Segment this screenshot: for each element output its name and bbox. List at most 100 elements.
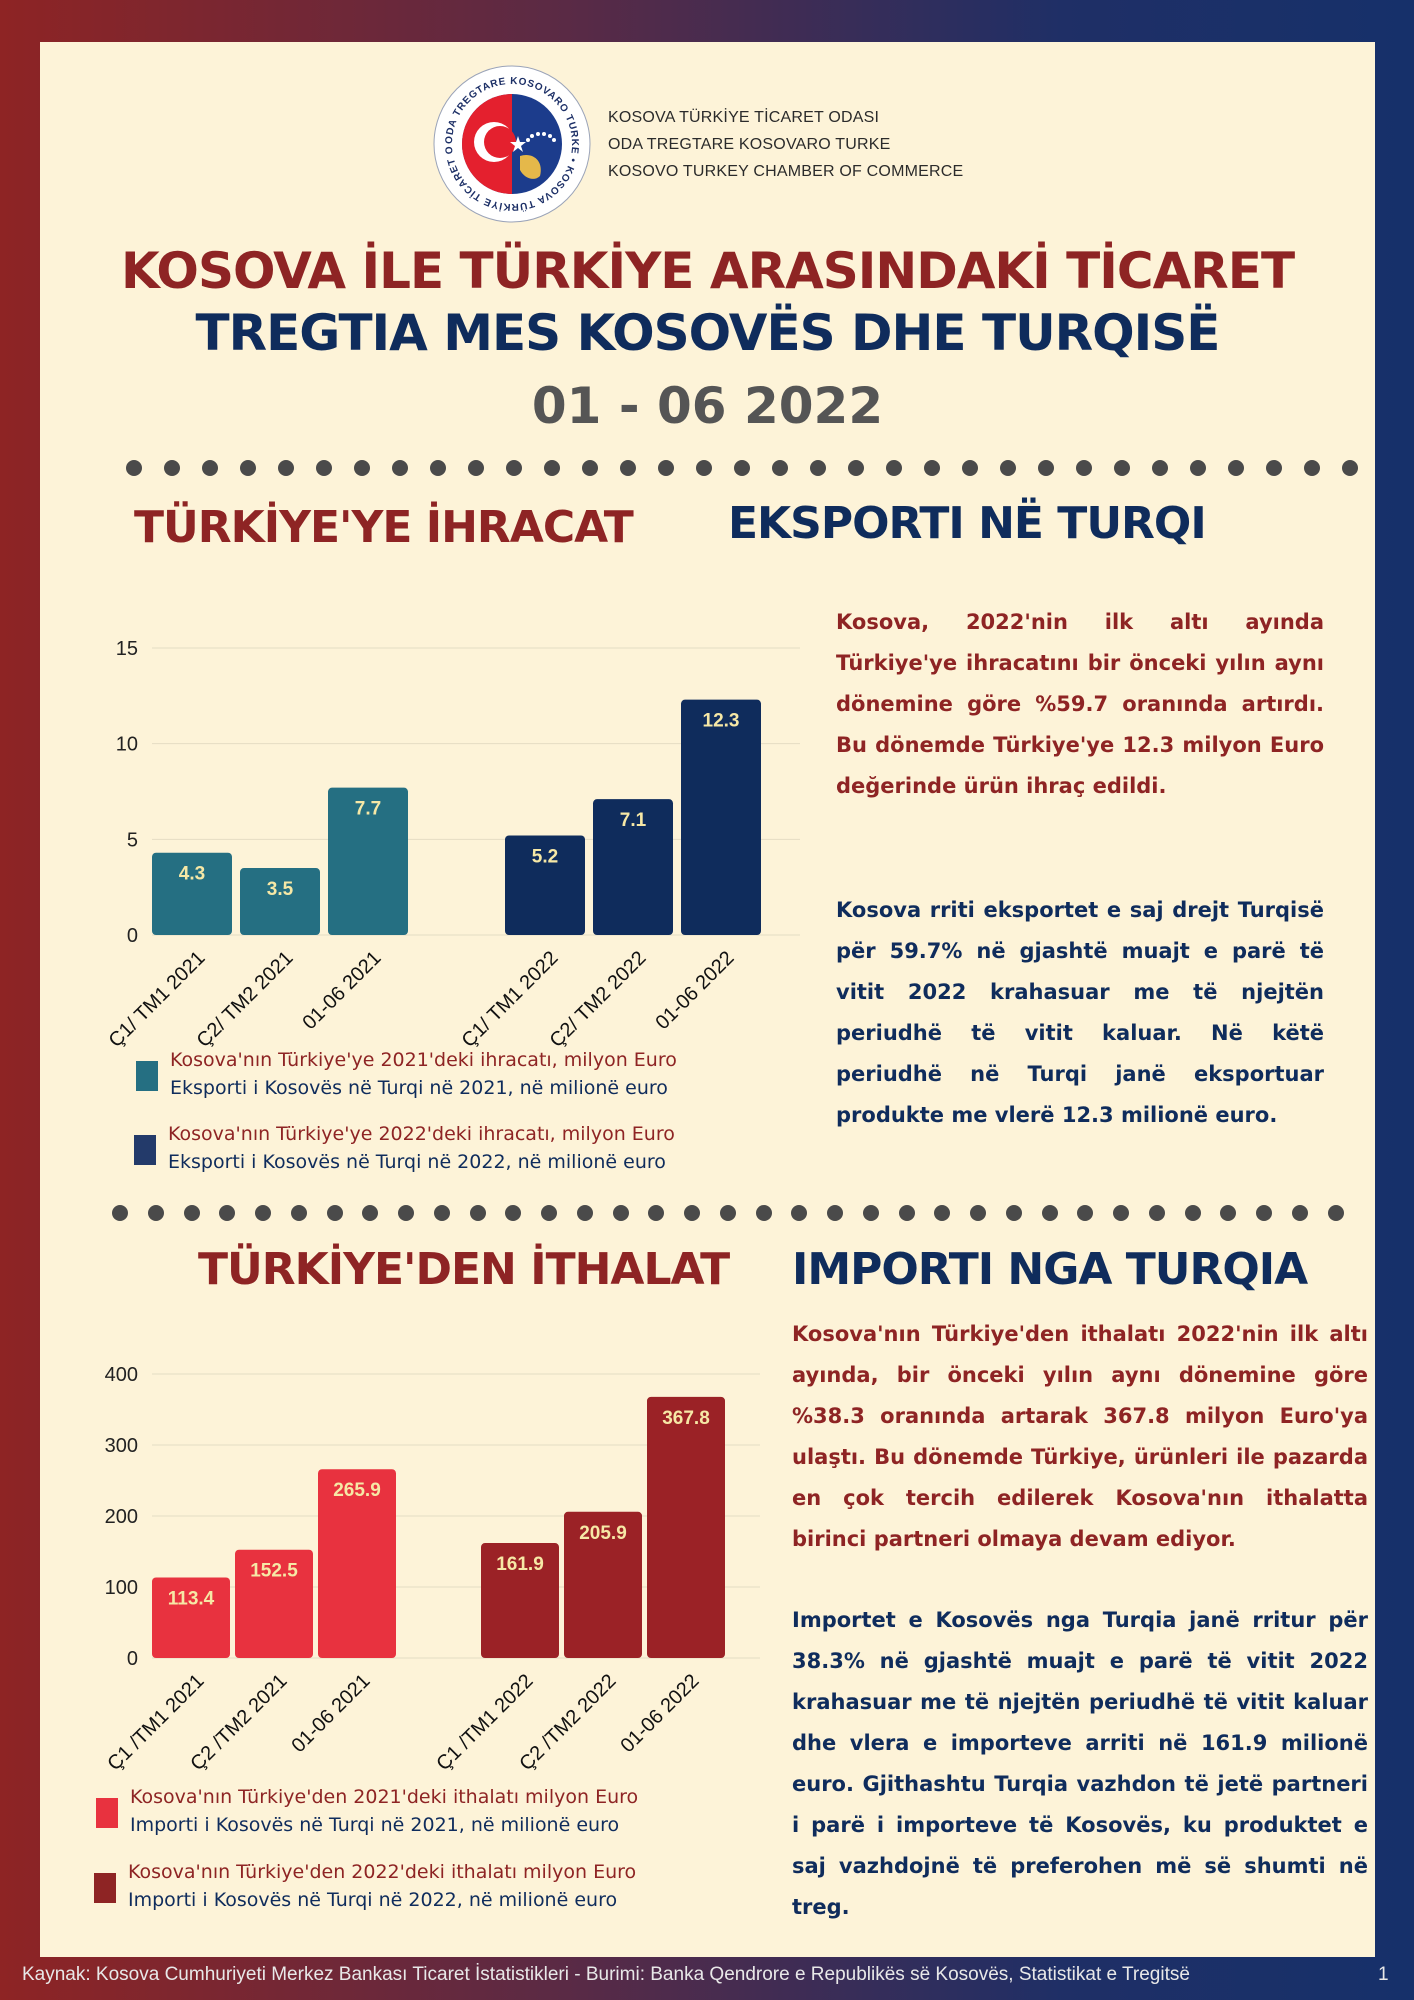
divider-dot — [1077, 1205, 1094, 1221]
divider-dot — [1000, 460, 1016, 476]
divider-dot — [316, 460, 332, 476]
divider-dot — [1266, 460, 1282, 476]
legend-label-tr: Kosova'nın Türkiye'den 2022'deki ithalat… — [128, 1861, 637, 1883]
bar — [235, 1549, 313, 1658]
footer-source: Kaynak: Kosova Cumhuriyeti Merkez Bankas… — [0, 1960, 1414, 2000]
divider-dot — [848, 460, 864, 476]
divider-dot — [582, 460, 598, 476]
divider-dot — [648, 1205, 665, 1221]
org-name-en: KOSOVO TURKEY CHAMBER OF COMMERCE — [608, 163, 964, 180]
bar-value-label: 367.8 — [662, 1408, 710, 1429]
legend-swatch-export-2022 — [134, 1135, 156, 1165]
divider-dot — [1228, 460, 1244, 476]
import-title-tr: TÜRKİYE'DEN İTHALAT — [198, 1244, 730, 1295]
divider-dot — [1304, 460, 1320, 476]
legend-swatch-import-2022 — [94, 1873, 116, 1903]
divider-dot — [544, 460, 560, 476]
period-label: 01 - 06 2022 — [531, 377, 884, 435]
divider-dot — [164, 460, 180, 476]
y-tick-label: 200 — [105, 1506, 138, 1528]
bar-value-label: 12.3 — [703, 711, 740, 732]
y-tick-label: 0 — [127, 925, 138, 947]
divider-dot — [1256, 1205, 1272, 1221]
y-tick-label: 15 — [116, 638, 138, 660]
y-tick-label: 5 — [127, 829, 138, 851]
divider-dot — [541, 1205, 557, 1221]
bar-value-label: 113.4 — [168, 1588, 215, 1609]
bar — [564, 1511, 642, 1658]
export-legend-2022: Kosova'nın Türkiye'ye 2022'deki ihracatı… — [134, 1121, 694, 1181]
divider-dot — [1005, 1205, 1022, 1221]
divider-dot — [612, 1205, 629, 1221]
import-text-tr: Kosova'nın Türkiye'den ithalatı 2022'nin… — [792, 1322, 1368, 1551]
divider-dot — [1038, 460, 1054, 476]
divider-dot — [147, 1205, 164, 1221]
divider-dot — [112, 1205, 128, 1221]
bar-value-label: 4.3 — [179, 864, 205, 885]
legend-label-sq: Importi i Kosovës në Turqi në 2022, në m… — [128, 1889, 618, 1911]
org-name-block: KOSOVA TÜRKİYE TİCARET ODASI ODA TREGTAR… — [608, 104, 963, 185]
export-text-sq: Kosova rriti eksportet e saj drejt Turqi… — [836, 898, 1324, 1127]
bar — [152, 1577, 230, 1658]
divider-dot — [202, 460, 218, 476]
divider-dot — [398, 1205, 414, 1221]
legend-label-sq: Eksporti i Kosovës në Turqi në 2021, në … — [170, 1077, 668, 1099]
divider-dot — [810, 460, 826, 476]
divider-dot — [791, 1205, 808, 1221]
divider-dot — [684, 1205, 700, 1221]
bar-value-label: 7.1 — [620, 810, 647, 831]
bar — [328, 787, 408, 935]
y-tick-label: 10 — [116, 734, 138, 756]
divider-dot — [1113, 1205, 1129, 1221]
divider-dot — [1342, 460, 1358, 476]
divider-dot — [126, 460, 142, 476]
title-albanian: TREGTIA MES KOSOVËS DHE TURQISË — [195, 304, 1221, 362]
divider-dot — [1291, 1205, 1308, 1221]
divider-dot — [970, 1205, 986, 1221]
divider-dot — [290, 1205, 307, 1221]
export-legend-2021: Kosova'nın Türkiye'ye 2021'deki ihracatı… — [136, 1047, 696, 1107]
divider-dot — [576, 1205, 593, 1221]
divider-dot — [772, 460, 788, 476]
x-category-label: 01-06 2022 — [616, 1670, 703, 1757]
bar — [505, 835, 585, 935]
divider-dot — [1190, 460, 1206, 476]
divider-dot — [934, 1205, 951, 1221]
divider-dot — [1184, 1205, 1201, 1221]
legend-label-tr: Kosova'nın Türkiye'ye 2022'deki ihracatı… — [168, 1123, 675, 1145]
chamber-logo: ODA TREGTARE KOSOVARO TURKE • KOSOVA TÜR… — [428, 56, 592, 229]
divider-dot — [278, 460, 294, 476]
bar-value-label: 152.5 — [250, 1561, 298, 1582]
divider-dot — [1148, 1205, 1165, 1221]
divider-dot — [658, 460, 674, 476]
infographic-card: ODA TREGTARE KOSOVARO TURKE • KOSOVA TÜR… — [40, 42, 1375, 1957]
divider-dot — [240, 460, 256, 476]
y-tick-label: 0 — [127, 1648, 138, 1670]
divider-dot — [255, 1205, 271, 1221]
legend-swatch-export-2021 — [136, 1061, 158, 1091]
divider-dot — [719, 1205, 736, 1221]
divider-dot — [862, 1205, 879, 1221]
bar-value-label: 7.7 — [355, 799, 381, 820]
title-turkish: KOSOVA İLE TÜRKİYE ARASINDAKİ TİCARET — [120, 242, 1295, 300]
bar-value-label: 5.2 — [532, 847, 558, 868]
bar — [481, 1543, 559, 1658]
divider-dot — [755, 1205, 772, 1221]
divider-dot — [354, 460, 370, 476]
divider-dot — [734, 460, 750, 476]
bar — [152, 852, 232, 935]
x-category-label: 01-06 2022 — [651, 947, 738, 1034]
legend-label-sq: Eksporti i Kosovës në Turqi në 2022, në … — [168, 1151, 666, 1173]
page-number: 1 — [1378, 1964, 1389, 1985]
divider-dot — [469, 1205, 486, 1221]
divider-dot — [183, 1205, 200, 1221]
bar-value-label: 3.5 — [267, 879, 294, 900]
bar — [681, 699, 761, 935]
divider-dot — [962, 460, 978, 476]
divider-dot — [924, 460, 940, 476]
import-legend-2021: Kosova'nın Türkiye'den 2021'deki ithalat… — [96, 1784, 716, 1844]
export-text-tr: Kosova, 2022'nin ilk altı ayında Türkiye… — [836, 610, 1324, 798]
legend-swatch-import-2021 — [96, 1798, 118, 1828]
divider-dot — [1041, 1205, 1058, 1221]
